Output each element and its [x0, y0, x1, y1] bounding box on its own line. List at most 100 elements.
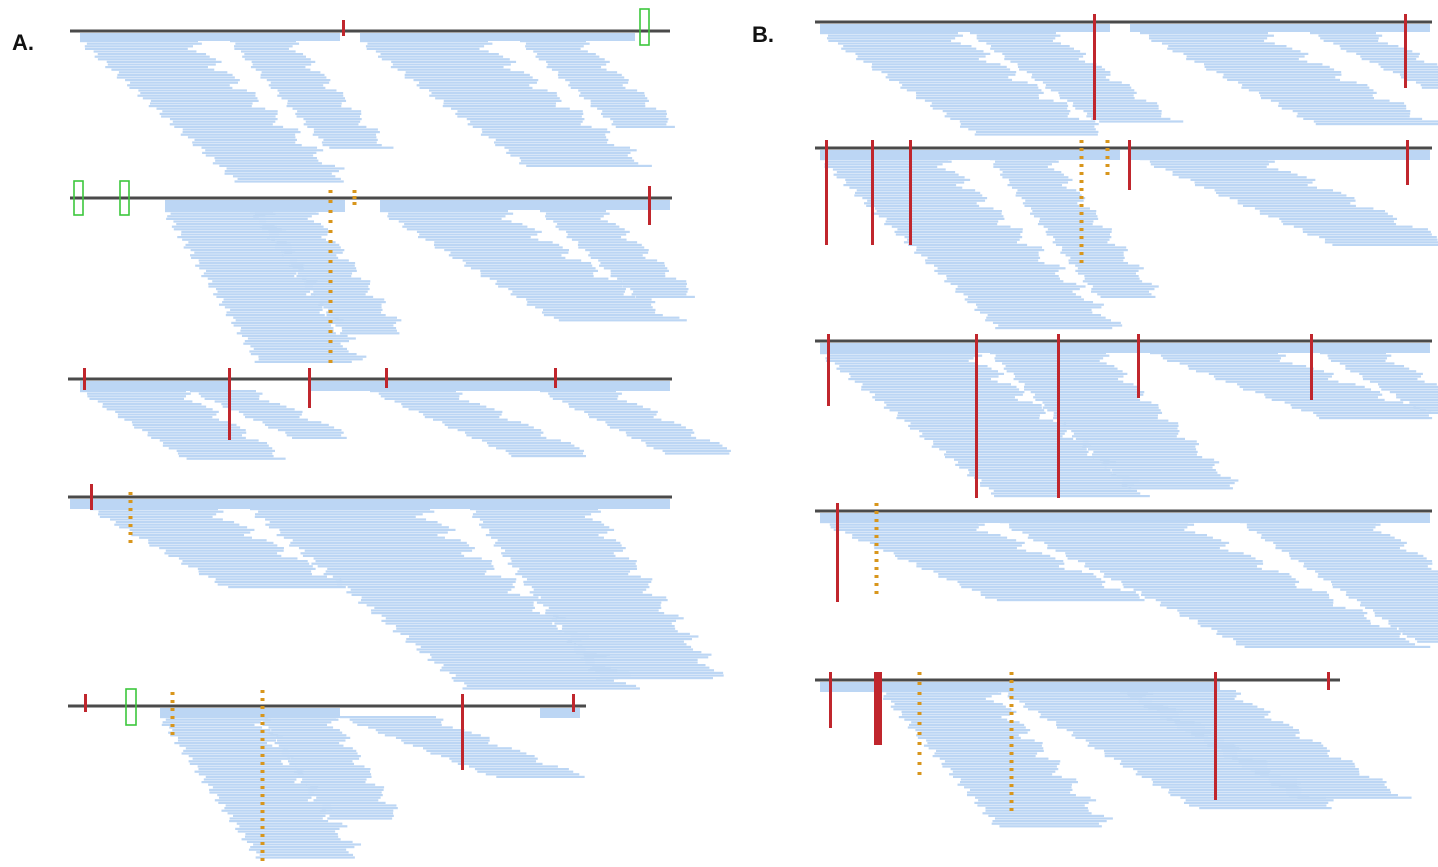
- read: [443, 664, 606, 667]
- read: [941, 762, 1060, 765]
- panel-b-label: B.: [752, 22, 774, 47]
- read: [198, 768, 304, 771]
- read: [1222, 752, 1328, 755]
- reference-line: [815, 339, 1432, 343]
- read: [1318, 573, 1438, 576]
- mismatch-column: [1214, 672, 1217, 800]
- read: [934, 269, 1059, 272]
- read: [243, 342, 341, 345]
- read: [1101, 463, 1215, 466]
- read: [1415, 81, 1438, 84]
- read: [1141, 775, 1281, 778]
- read: [495, 541, 621, 544]
- read: [102, 405, 207, 408]
- read: [944, 453, 1088, 456]
- read: [820, 32, 958, 35]
- read: [1345, 365, 1405, 368]
- read: [280, 249, 345, 252]
- read: [883, 406, 1042, 409]
- read: [1024, 204, 1080, 207]
- read: [967, 295, 1082, 298]
- read: [1059, 419, 1169, 422]
- read: [243, 413, 302, 416]
- read: [375, 729, 465, 732]
- read: [177, 739, 277, 742]
- read: [510, 293, 624, 296]
- read-block: [310, 381, 670, 391]
- read: [226, 167, 345, 170]
- read: [181, 230, 287, 233]
- read: [1028, 534, 1208, 537]
- read: [470, 120, 583, 123]
- read: [1374, 614, 1438, 617]
- read: [897, 411, 1046, 414]
- read: [1002, 176, 1069, 179]
- read: [457, 110, 583, 113]
- variant-mark: [874, 567, 879, 570]
- read: [1195, 370, 1324, 373]
- read: [1067, 99, 1147, 102]
- read: [599, 264, 666, 267]
- variant-mark: [328, 320, 333, 323]
- read: [433, 418, 508, 421]
- read-block: [160, 708, 340, 718]
- read: [225, 804, 332, 807]
- read: [1323, 578, 1438, 581]
- mismatch-column: [461, 694, 464, 770]
- variant-mark: [170, 716, 175, 719]
- read: [845, 531, 989, 534]
- read: [946, 450, 1089, 453]
- read: [979, 311, 1093, 314]
- variant-mark: [1009, 736, 1014, 739]
- read: [426, 749, 521, 752]
- read: [906, 89, 1042, 92]
- read: [296, 768, 371, 771]
- read: [1244, 645, 1431, 648]
- read: [1189, 617, 1367, 620]
- read: [1419, 409, 1438, 412]
- read: [1000, 173, 1064, 176]
- panel-a-label: A.: [12, 30, 34, 55]
- read: [1421, 86, 1438, 89]
- read: [198, 570, 312, 573]
- read: [625, 431, 695, 434]
- read: [465, 262, 592, 265]
- read: [825, 359, 969, 362]
- read: [1066, 729, 1212, 732]
- read: [1068, 259, 1124, 262]
- read: [610, 275, 666, 278]
- read: [1268, 778, 1383, 781]
- read: [169, 123, 273, 126]
- read: [422, 747, 512, 750]
- read: [1043, 225, 1103, 228]
- variant-mark: [917, 672, 922, 675]
- read: [939, 448, 1087, 451]
- variant-mark: [874, 527, 879, 530]
- read: [897, 414, 1040, 417]
- read: [567, 233, 627, 236]
- read: [1203, 63, 1323, 66]
- read: [1186, 58, 1299, 61]
- read: [332, 316, 397, 319]
- read: [233, 316, 339, 319]
- read: [1240, 521, 1376, 524]
- read: [577, 243, 642, 246]
- read: [662, 449, 731, 452]
- read: [271, 729, 340, 732]
- read: [931, 102, 1068, 105]
- read: [188, 755, 294, 758]
- read: [368, 726, 453, 729]
- read: [883, 549, 1027, 552]
- read: [170, 734, 279, 737]
- read: [381, 58, 510, 61]
- read: [942, 765, 1057, 768]
- read-block: [820, 150, 1120, 160]
- read: [305, 120, 361, 123]
- read-block: [1150, 343, 1430, 353]
- read: [1072, 435, 1177, 438]
- read-block: [380, 200, 670, 210]
- read: [129, 528, 255, 531]
- read: [303, 775, 372, 778]
- read: [915, 729, 1031, 732]
- read: [258, 355, 367, 358]
